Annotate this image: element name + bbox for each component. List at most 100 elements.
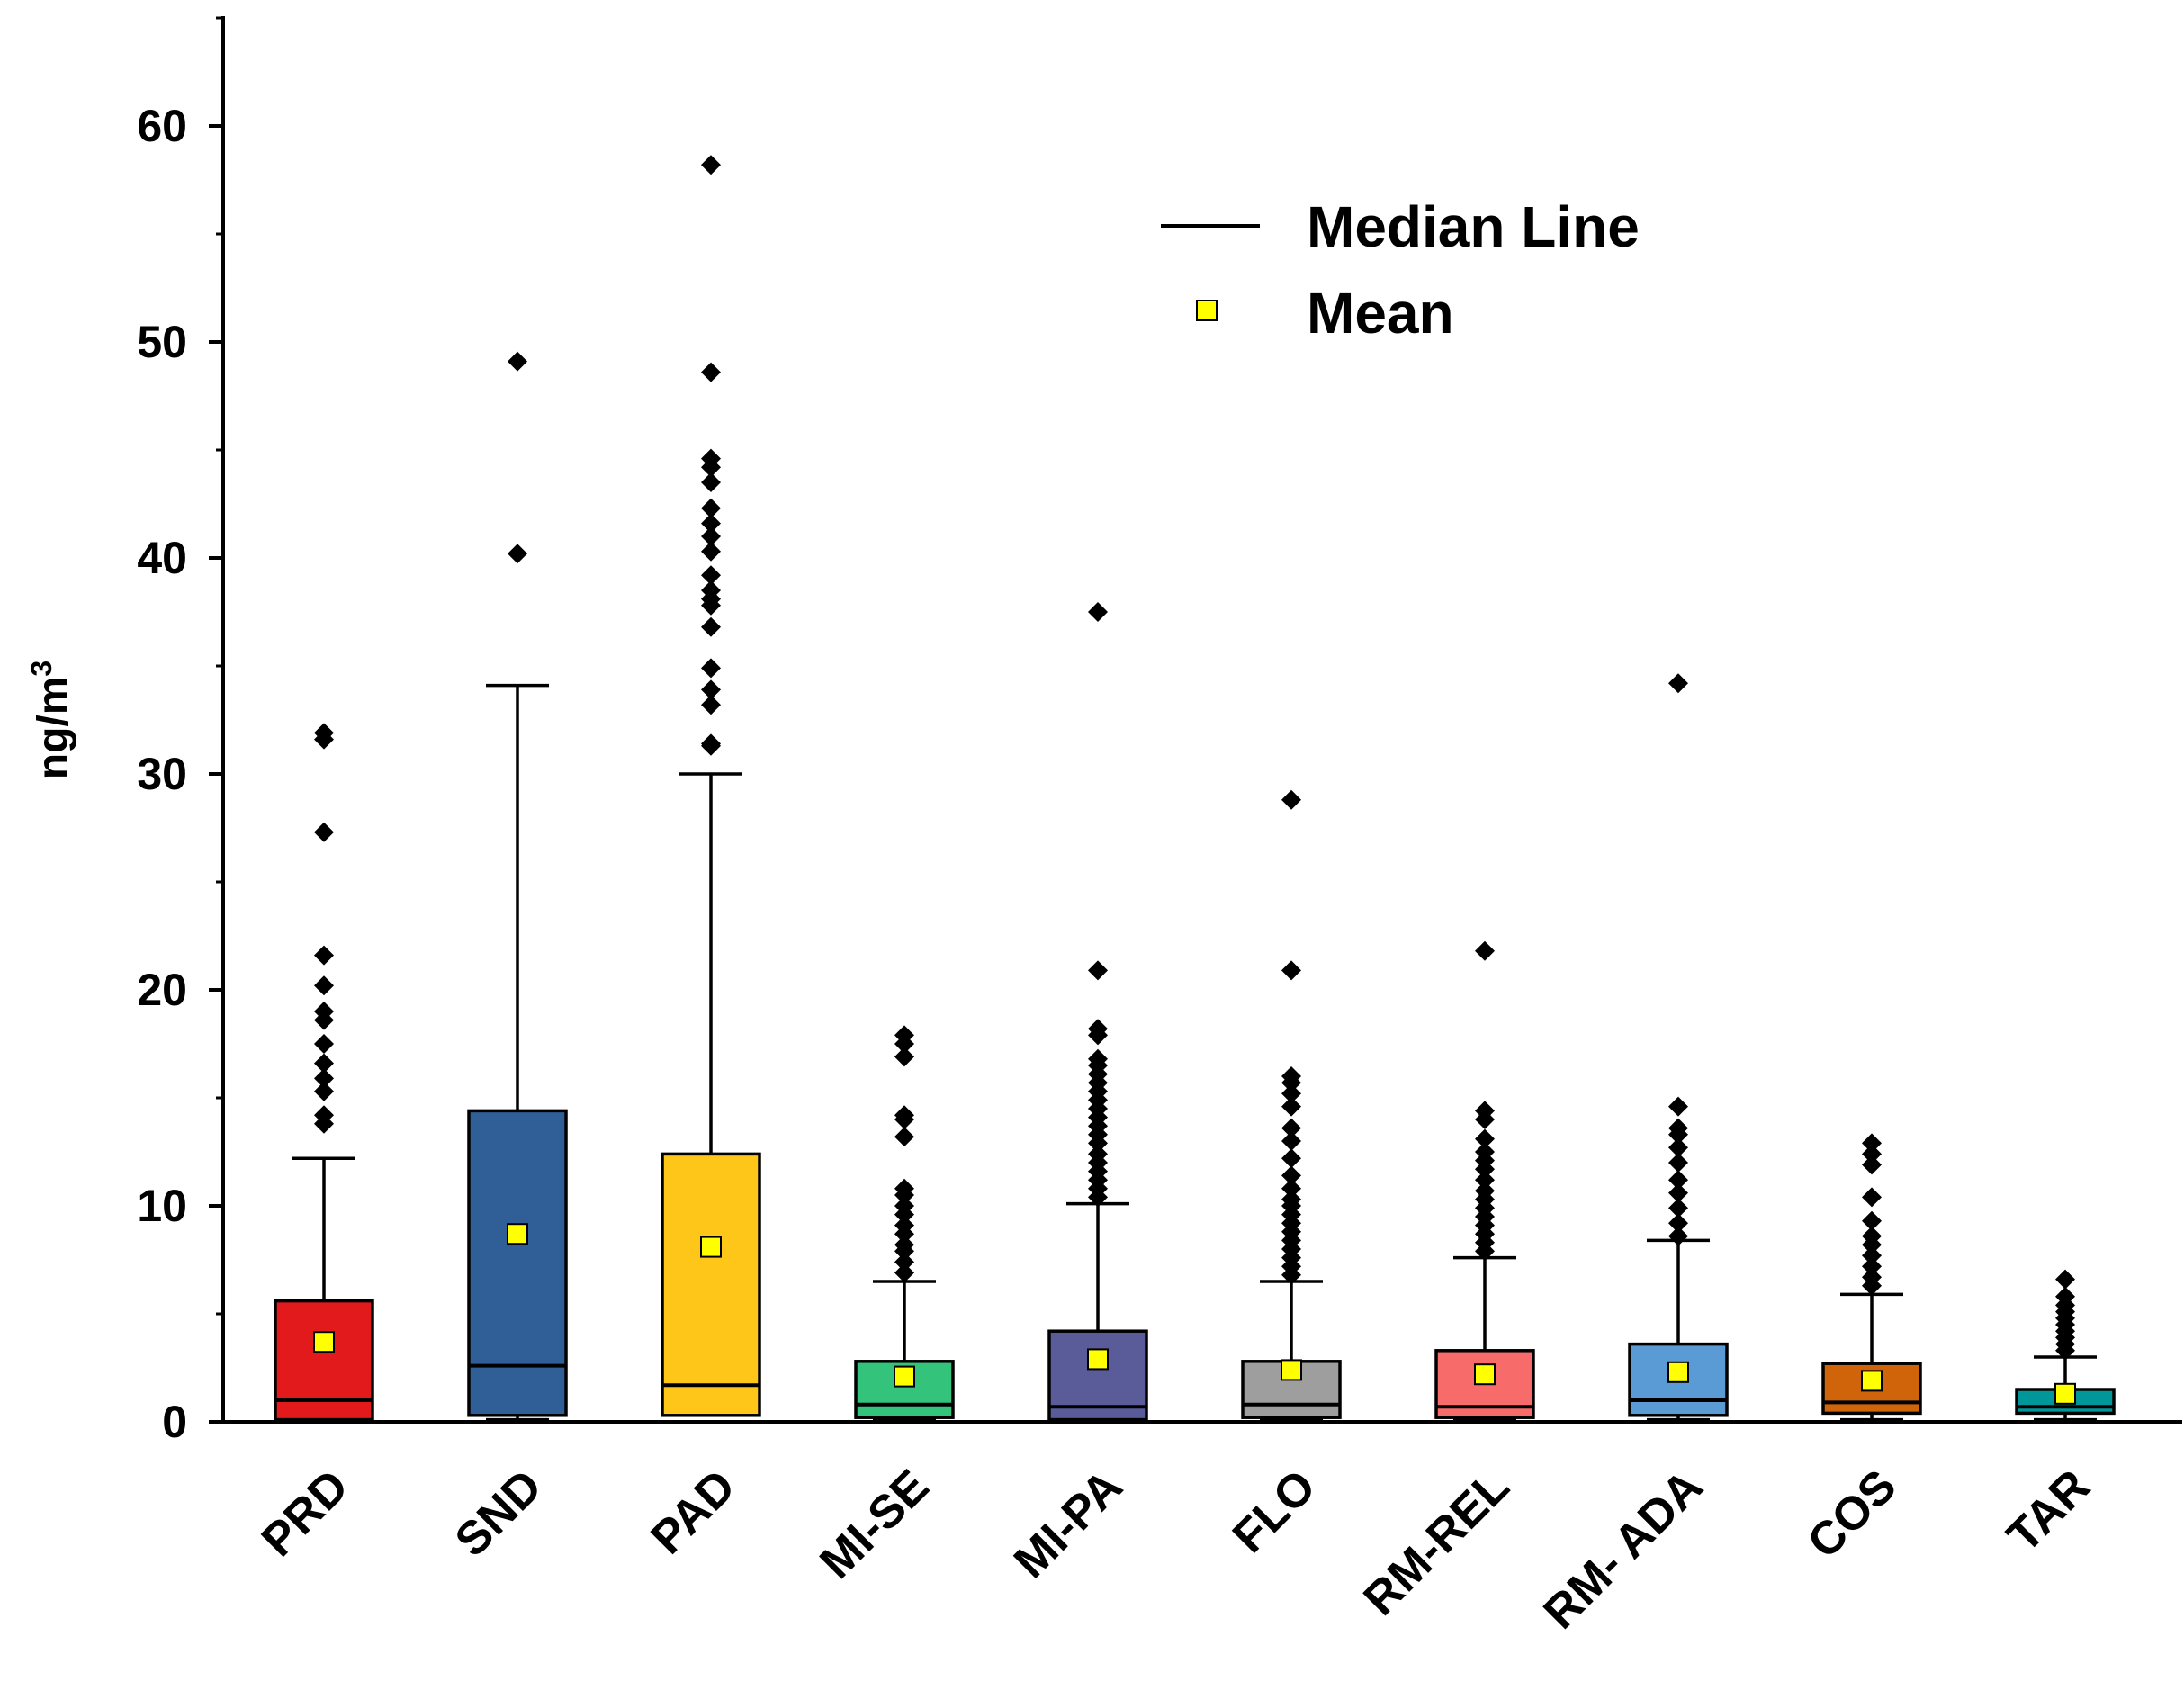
outlier-point (894, 1178, 914, 1199)
y-tick-label: 60 (137, 101, 187, 151)
x-tick-label: RM-REL (1354, 1460, 1520, 1625)
mean-marker (700, 1236, 722, 1258)
outlier-point (2055, 1269, 2075, 1290)
mean-marker (1281, 1359, 1302, 1381)
outlier-point (701, 362, 721, 382)
y-axis-title: ng/m3 (25, 661, 77, 779)
axes: 0 10 20 30 40 50 60 (137, 16, 2182, 1447)
outlier-point (1281, 789, 1301, 810)
x-tick-label: TAR (1998, 1460, 2100, 1562)
outlier-point (1668, 1153, 1688, 1173)
outlier-point (1281, 1083, 1301, 1104)
outlier-point (1862, 1133, 1882, 1154)
mean-marker (894, 1365, 915, 1388)
y-tick-label: 10 (137, 1181, 187, 1231)
outlier-point (1668, 673, 1688, 694)
outlier-point (1281, 1096, 1301, 1117)
outlier-point (894, 1025, 914, 1046)
mean-marker (1087, 1348, 1109, 1371)
outlier-point (1668, 1182, 1688, 1203)
outlier-point (1281, 1118, 1301, 1138)
outlier-point (1862, 1187, 1882, 1208)
outlier-point (701, 541, 721, 562)
outlier-point (701, 526, 721, 546)
outlier-point (314, 1053, 334, 1074)
x-tick-label: PRD (252, 1460, 359, 1567)
outlier-point (1668, 1226, 1688, 1246)
outlier-point (314, 945, 334, 966)
outlier-point (314, 1105, 334, 1126)
outlier-point (1862, 1245, 1882, 1266)
outlier-point (1475, 1181, 1495, 1201)
y-tick-label: 0 (162, 1397, 187, 1447)
outlier-point (1281, 1189, 1301, 1209)
outlier-point (1475, 1128, 1495, 1149)
outlier-point (1668, 1170, 1688, 1191)
box-group-pad (661, 155, 761, 1417)
outlier-point (1862, 1210, 1882, 1231)
box-group-tar (2015, 1269, 2116, 1422)
outlier-point (894, 1215, 914, 1236)
outlier-point (1668, 1096, 1688, 1117)
outlier-point (2055, 1286, 2075, 1307)
outlier-point (1281, 1178, 1301, 1199)
outlier-point (1281, 1066, 1301, 1086)
outlier-point (1088, 1048, 1108, 1069)
outlier-point (1668, 1213, 1688, 1234)
outlier-point (1088, 1144, 1108, 1164)
x-tick-label: SND (445, 1460, 553, 1567)
box-group-prd (274, 723, 374, 1422)
outlier-point (508, 544, 527, 564)
outlier-point (894, 1263, 914, 1283)
outlier-point (314, 1081, 334, 1101)
outlier-point (1862, 1267, 1882, 1288)
labels-layer: PRD SND PAD MI-SE MI-PA FLO RM-REL RM- ADA COS TA… (252, 1460, 2100, 1639)
outlier-point (1862, 1144, 1882, 1164)
y-tick-label: 30 (137, 749, 187, 799)
outlier-point (894, 1127, 914, 1147)
outlier-point (1668, 1198, 1688, 1218)
outlier-point (1088, 602, 1108, 622)
outlier-point (701, 498, 721, 518)
x-tick-label: PAD (642, 1460, 746, 1564)
legend-mean-swatch (1196, 300, 1218, 321)
box-group-rm-rel (1434, 940, 1535, 1422)
x-tick-label: MI-SE (810, 1460, 939, 1588)
outlier-point (701, 155, 721, 175)
x-tick-label: COS (1798, 1460, 1907, 1569)
box-group-cos (1821, 1133, 1922, 1422)
outlier-point (701, 513, 721, 534)
outlier-point (701, 565, 721, 586)
legend-median-label: Median Line (1307, 194, 1640, 259)
outlier-point (894, 1252, 914, 1272)
outlier-point (894, 1047, 914, 1067)
outlier-point (1475, 940, 1495, 961)
box-group-snd (467, 351, 568, 1422)
y-tick-label: 50 (137, 317, 187, 367)
outlier-point (314, 822, 334, 842)
x-tick-label: FLO (1223, 1460, 1326, 1563)
outlier-point (701, 733, 721, 754)
outlier-point (701, 472, 721, 492)
legend: Median Line Mean (1161, 194, 1640, 346)
mean-marker (2054, 1382, 2076, 1405)
boxes-layer (274, 155, 2116, 1424)
outlier-point (1862, 1256, 1882, 1277)
mean-marker (313, 1331, 335, 1353)
outlier-point (701, 580, 721, 600)
outlier-point (1668, 1137, 1688, 1158)
outlier-point (1088, 1019, 1108, 1039)
outlier-point (894, 1235, 914, 1255)
outlier-point (508, 351, 527, 372)
outlier-point (701, 658, 721, 679)
y-axis-title-superscript: 3 (25, 661, 58, 677)
outlier-point (1475, 1101, 1495, 1121)
x-tick-label: MI-PA (1004, 1460, 1132, 1587)
outlier-point (1862, 1226, 1882, 1246)
outlier-point (1281, 1131, 1301, 1151)
outlier-point (1475, 1170, 1495, 1191)
outlier-point (1862, 1155, 1882, 1175)
outlier-point (1281, 1165, 1301, 1186)
outlier-point (1088, 960, 1108, 981)
